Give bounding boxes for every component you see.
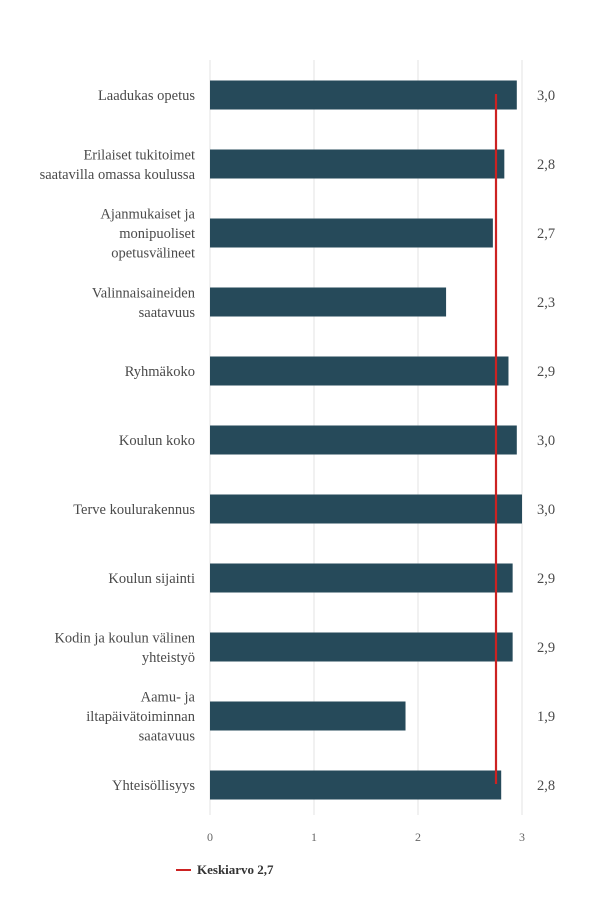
bars [210,80,522,800]
category-label: saatavuus [139,729,196,745]
value-label: 3,0 [537,502,555,518]
value-labels: 3,0 2,8 2,7 2,3 2,9 3,0 3,0 2,9 2,9 1,9 2,8 [537,88,555,794]
legend: Keskiarvo 2,7 [176,862,274,878]
legend-swatch [176,869,191,871]
x-tick-label: 0 [207,830,213,844]
bar [210,356,509,386]
x-axis-ticks: 0 1 2 3 [207,830,525,844]
category-label: monipuoliset [119,226,195,242]
value-label: 2,8 [537,778,555,794]
category-label: Laadukas opetus [98,88,195,104]
category-label: Valinnaisaineiden [92,285,196,301]
bar [210,80,517,110]
category-label: opetusvälineet [111,246,195,262]
bar [210,770,502,800]
category-label: Kodin ja koulun välinen [54,630,195,646]
bar [210,218,493,248]
category-label: Koulun koko [119,433,195,449]
value-label: 3,0 [537,88,555,104]
bar [210,287,447,317]
category-label: Erilaiset tukitoimet [83,147,195,163]
value-label: 2,9 [537,364,555,380]
value-label: 2,3 [537,295,555,311]
category-label: iltapäivätoiminnan [86,709,195,725]
value-label: 1,9 [537,709,555,725]
bar [210,149,505,179]
x-tick-label: 2 [415,830,421,844]
value-label: 3,0 [537,433,555,449]
category-label: saatavilla omassa koulussa [40,167,196,183]
category-label: Ajanmukaiset ja [100,207,195,223]
category-label: saatavuus [139,305,196,321]
value-label: 2,7 [537,226,555,242]
category-labels: Laadukas opetus Erilaiset tukitoimet saata… [40,88,196,794]
category-label: yhteistyö [142,650,195,666]
bar [210,632,513,662]
value-label: 2,9 [537,640,555,656]
value-label: 2,8 [537,157,555,173]
bar [210,563,513,593]
category-label: Terve koulurakennus [73,502,195,518]
x-tick-label: 3 [519,830,525,844]
bar [210,494,522,524]
x-tick-label: 1 [311,830,317,844]
value-label: 2,9 [537,571,555,587]
category-label: Yhteisöllisyys [112,778,195,794]
legend-label: Keskiarvo 2,7 [197,862,274,877]
bar [210,425,517,455]
category-label: Koulun sijainti [108,571,195,587]
bar [210,701,406,731]
category-label: Ryhmäkoko [125,364,195,380]
category-label: Aamu- ja [141,690,196,706]
